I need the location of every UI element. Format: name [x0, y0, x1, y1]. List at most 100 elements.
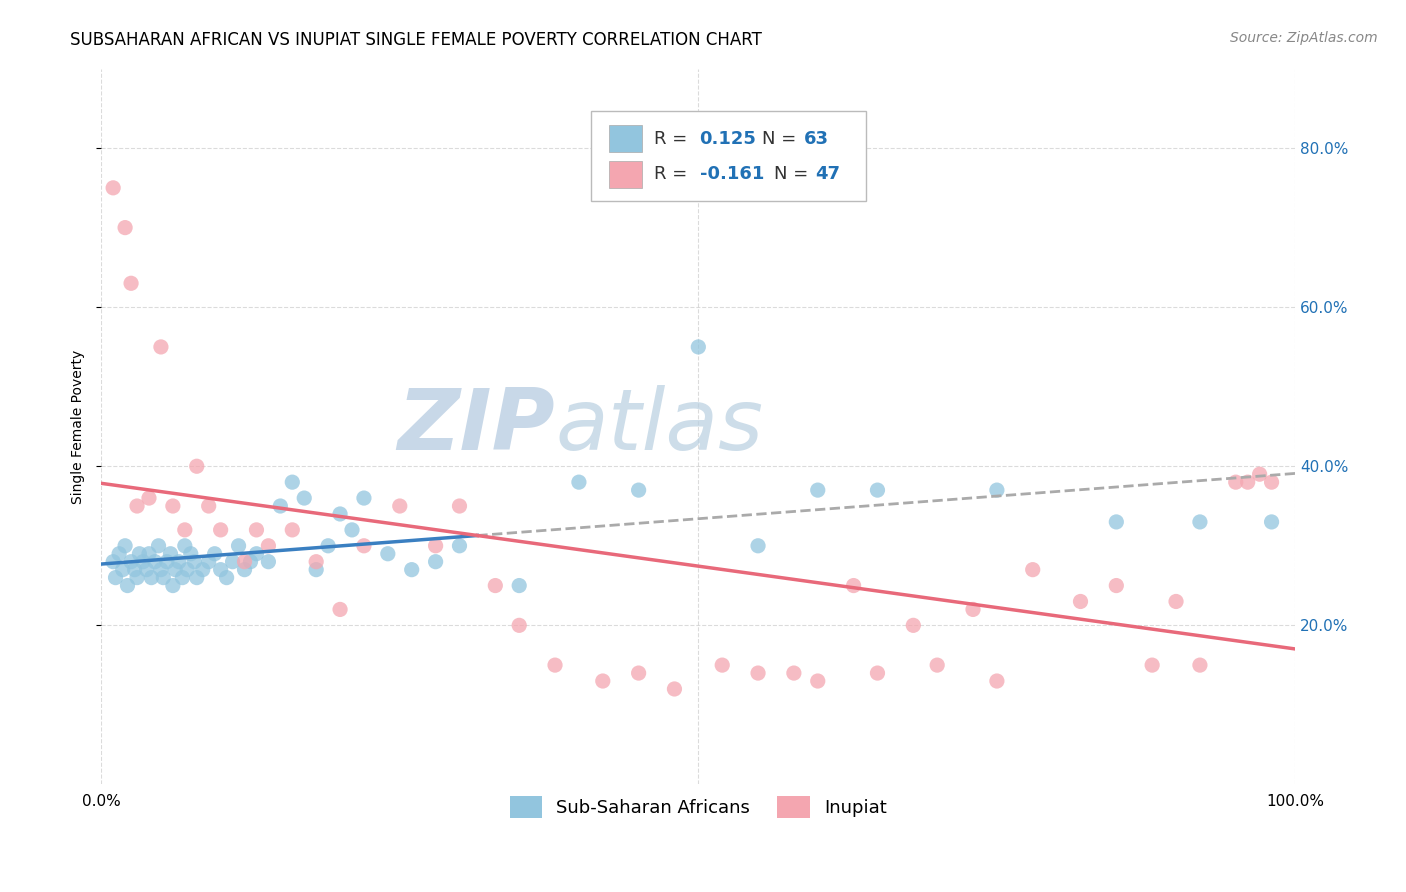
Point: [117, 578, 139, 592]
Text: 0.125: 0.125: [700, 129, 756, 148]
Point: [138, 491, 160, 505]
Point: [807, 673, 830, 688]
Point: [172, 571, 194, 585]
Point: [592, 673, 614, 688]
Y-axis label: Single Female Poverty: Single Female Poverty: [72, 350, 86, 504]
Point: [1188, 515, 1211, 529]
Text: 47: 47: [815, 166, 841, 184]
Point: [484, 578, 506, 592]
Point: [233, 555, 256, 569]
Point: [1260, 515, 1282, 529]
Point: [927, 658, 949, 673]
Point: [664, 681, 686, 696]
Point: [173, 523, 195, 537]
Point: [165, 563, 187, 577]
Point: [108, 547, 131, 561]
Point: [257, 555, 280, 569]
Point: [180, 547, 202, 561]
Point: [1260, 475, 1282, 490]
Point: [568, 475, 591, 490]
Point: [176, 563, 198, 577]
Point: [239, 555, 262, 569]
Point: [257, 539, 280, 553]
Point: [544, 658, 567, 673]
Point: [143, 555, 166, 569]
Point: [183, 555, 205, 569]
Point: [986, 673, 1008, 688]
Bar: [609, 161, 643, 188]
Point: [204, 547, 226, 561]
Point: [128, 547, 150, 561]
Point: [138, 547, 160, 561]
Point: [132, 555, 155, 569]
Point: [1236, 475, 1258, 490]
Point: [627, 483, 650, 497]
Point: [388, 499, 411, 513]
Text: atlas: atlas: [555, 385, 763, 468]
Point: [1188, 658, 1211, 673]
Point: [281, 523, 304, 537]
Point: [1069, 594, 1091, 608]
Point: [1105, 515, 1128, 529]
Text: -0.161: -0.161: [700, 166, 763, 184]
Point: [245, 523, 267, 537]
Point: [747, 666, 769, 681]
Point: [125, 499, 148, 513]
Point: [162, 499, 184, 513]
Point: [986, 483, 1008, 497]
Point: [114, 220, 136, 235]
Point: [688, 340, 710, 354]
Point: [156, 555, 179, 569]
Point: [305, 555, 328, 569]
Point: [425, 539, 447, 553]
Point: [449, 539, 471, 553]
Point: [377, 547, 399, 561]
Point: [711, 658, 734, 673]
Point: [149, 340, 172, 354]
Point: [104, 571, 127, 585]
Point: [228, 539, 250, 553]
Point: [186, 571, 208, 585]
Point: [316, 539, 339, 553]
Point: [1022, 563, 1045, 577]
Point: [962, 602, 984, 616]
Text: SUBSAHARAN AFRICAN VS INUPIAT SINGLE FEMALE POVERTY CORRELATION CHART: SUBSAHARAN AFRICAN VS INUPIAT SINGLE FEM…: [70, 31, 762, 49]
Point: [449, 499, 471, 513]
Point: [401, 563, 423, 577]
Point: [292, 491, 315, 505]
Point: [425, 555, 447, 569]
Point: [627, 666, 650, 681]
Point: [221, 555, 243, 569]
Legend: Sub-Saharan Africans, Inupiat: Sub-Saharan Africans, Inupiat: [502, 789, 894, 825]
FancyBboxPatch shape: [591, 112, 866, 201]
Point: [508, 578, 530, 592]
Bar: [609, 125, 643, 153]
Point: [215, 571, 238, 585]
Point: [209, 563, 232, 577]
Point: [329, 602, 352, 616]
Point: [167, 555, 190, 569]
Point: [1164, 594, 1187, 608]
Point: [866, 666, 889, 681]
Point: [197, 555, 219, 569]
Point: [124, 563, 146, 577]
Text: N =: N =: [773, 166, 814, 184]
Point: [1105, 578, 1128, 592]
Point: [842, 578, 865, 592]
Point: [148, 539, 170, 553]
Point: [233, 563, 256, 577]
Point: [269, 499, 291, 513]
Point: [747, 539, 769, 553]
Point: [120, 555, 142, 569]
Point: [101, 181, 124, 195]
Point: [281, 475, 304, 490]
Point: [1249, 467, 1271, 482]
Point: [245, 547, 267, 561]
Point: [340, 523, 363, 537]
Point: [1225, 475, 1247, 490]
Text: R =: R =: [654, 129, 693, 148]
Point: [197, 499, 219, 513]
Point: [508, 618, 530, 632]
Point: [125, 571, 148, 585]
Point: [353, 539, 375, 553]
